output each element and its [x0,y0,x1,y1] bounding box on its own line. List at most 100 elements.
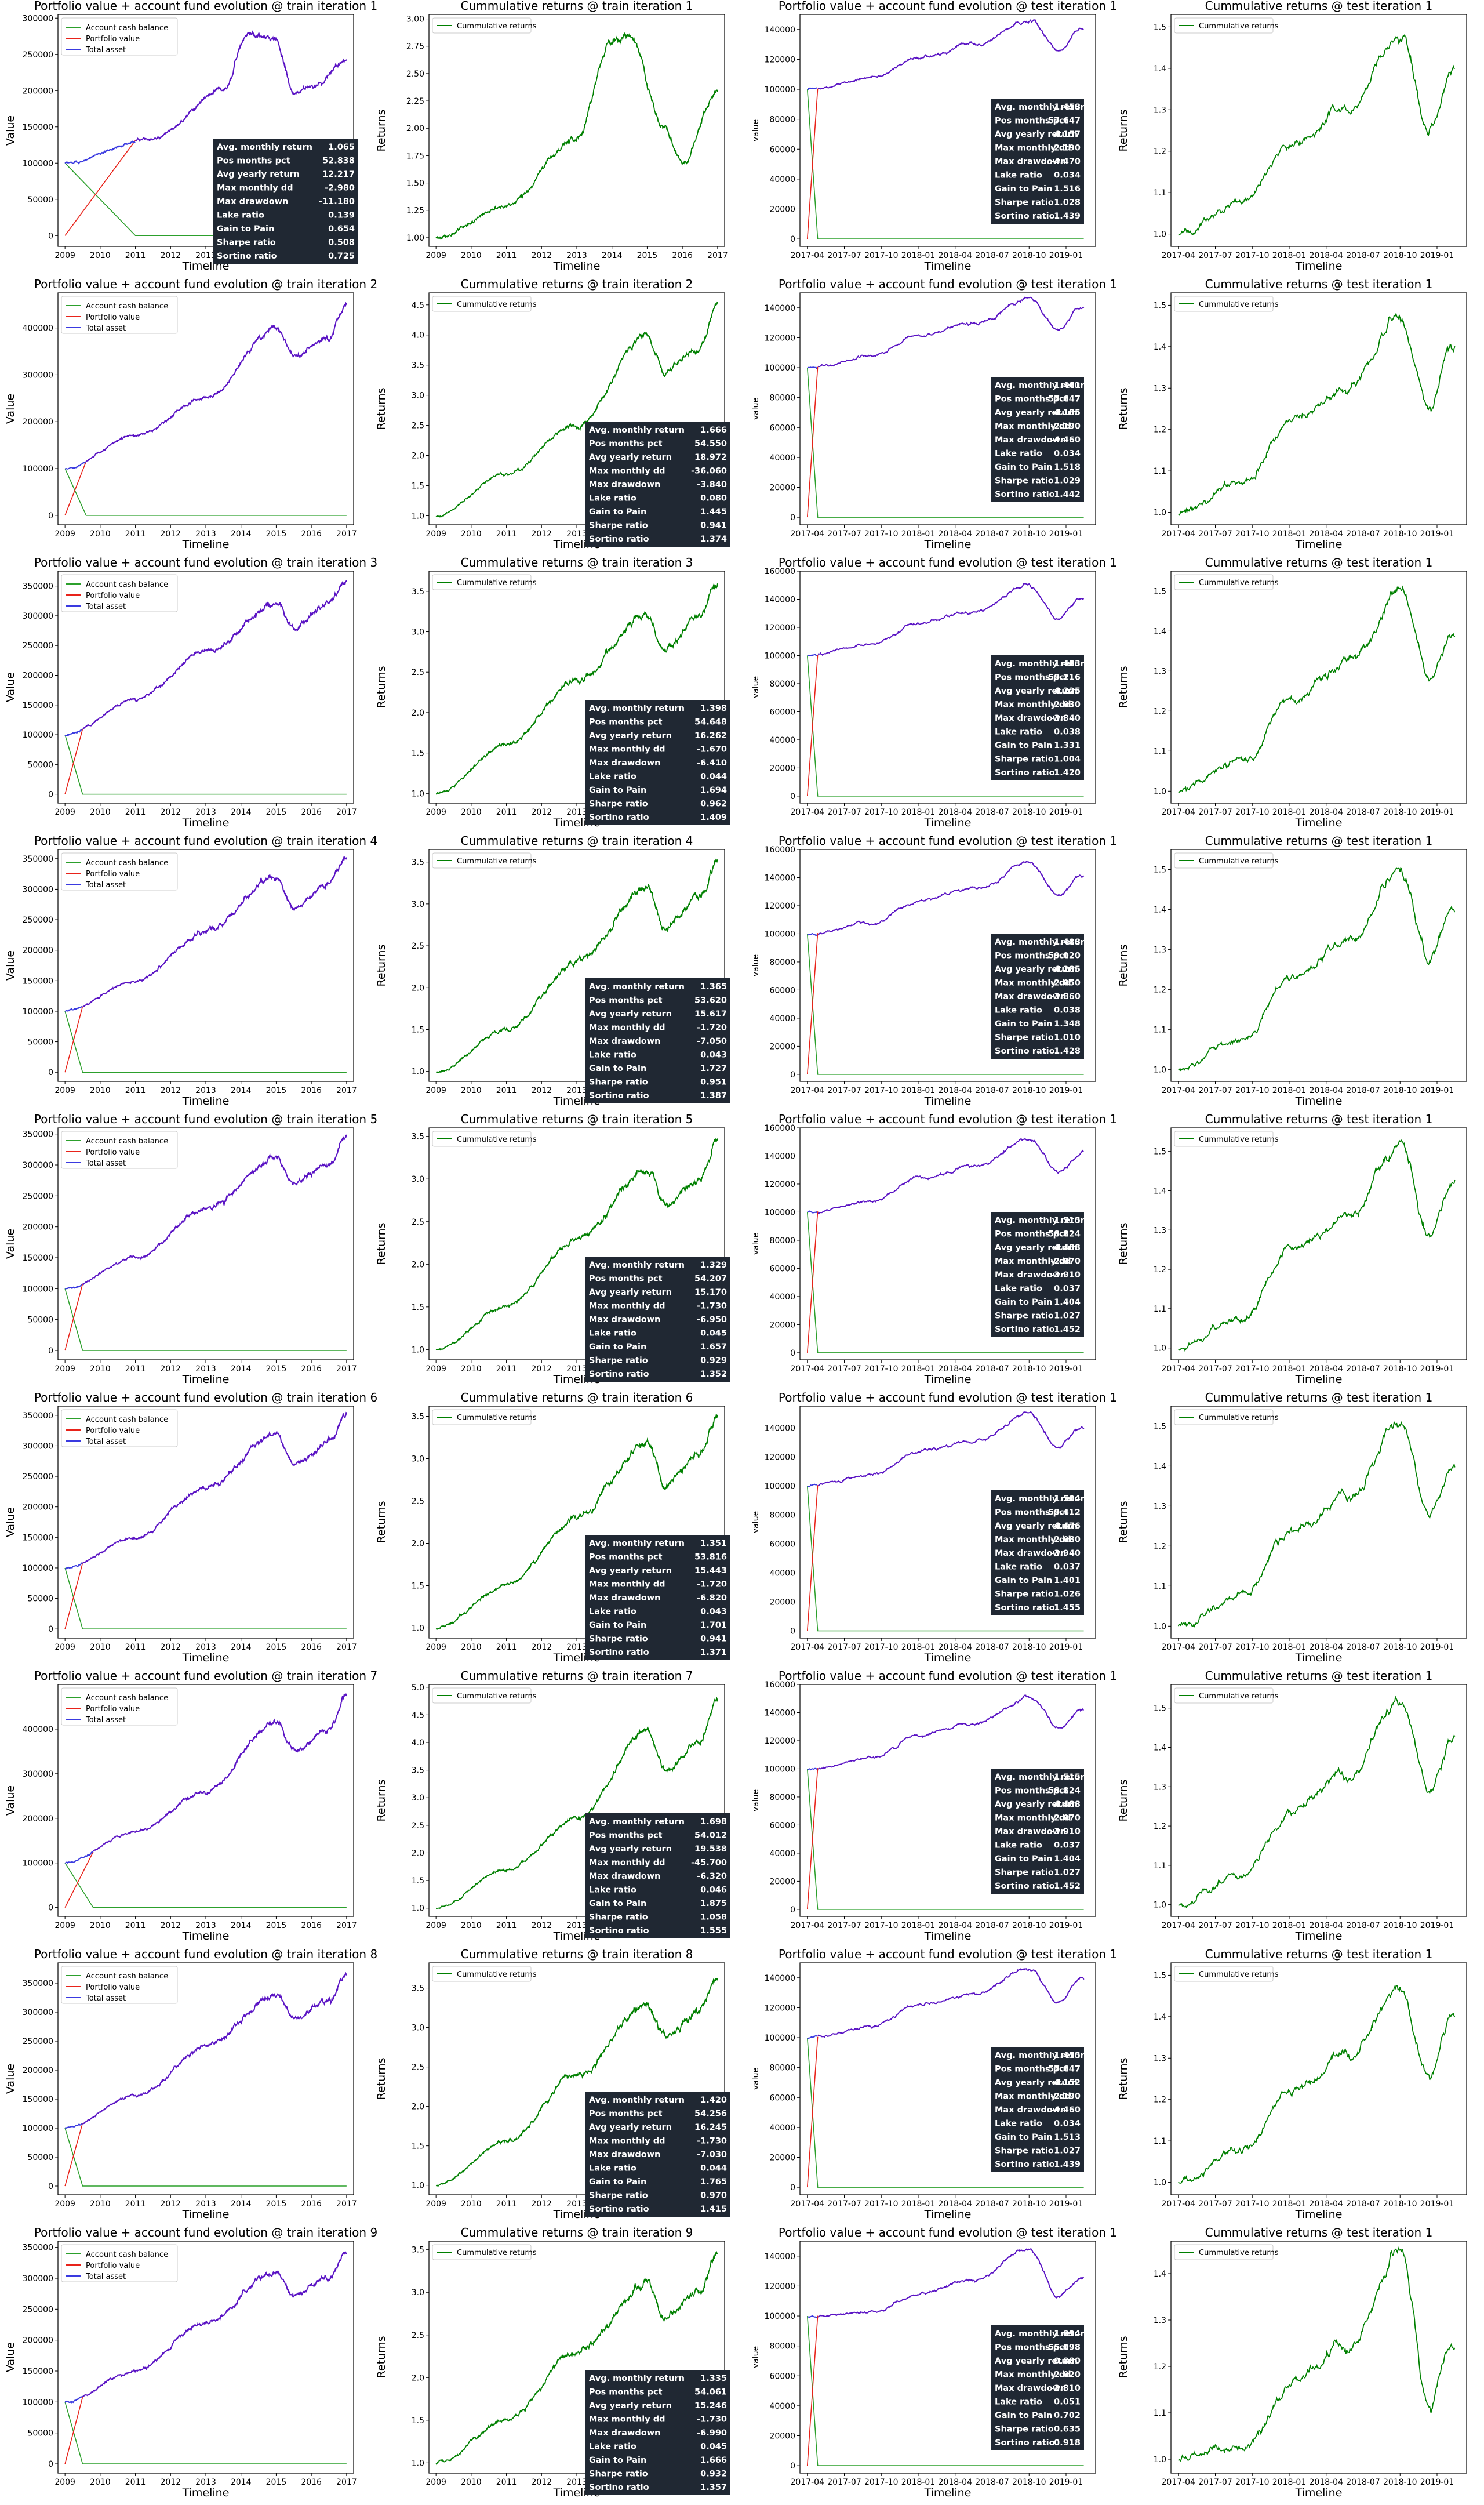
chart-title-iteration: 1 [1110,1669,1117,1683]
stat-name: Pos months pct [995,1230,1068,1239]
legend-label: Portfolio value [86,1148,140,1157]
y-tick-label: 2.0 [412,2103,424,2112]
stat-name: Max monthly dd [995,1257,1071,1266]
legend: Account cash balance Portfolio value Total… [61,1966,178,2004]
stat-value: 0.038 [1054,728,1081,737]
stat-name: Max drawdown [217,197,288,206]
stat-value: 1.439 [1054,212,1081,221]
chart-title-iteration: 1 [1110,277,1117,291]
stat-name: Max drawdown [589,1593,660,1603]
stat-value: 1.409 [700,813,727,822]
x-tick-label: 2017-04 [1162,1643,1196,1652]
y-tick-label: 2.75 [406,42,424,52]
y-tick-label: 1.5 [412,1581,424,1591]
chart-title-text: Portfolio value + account fund evolution… [779,834,1110,848]
x-tick-label: 2018-10 [1012,251,1046,260]
y-tick-label: 2.5 [412,422,424,431]
stat-name: Sharpe ratio [589,1635,648,1644]
y-tick-label: 1.25 [406,206,424,216]
stat-value: 1.026 [1054,1590,1081,1599]
x-tick-label: 2018-07 [1346,1643,1380,1652]
y-tick-label: 40000 [769,1293,795,1302]
x-tick-label: 2017 [336,2199,357,2209]
total-asset-line [807,932,818,936]
x-tick-label: 2018-01 [1272,1921,1307,1930]
x-tick-label: 2018-01 [1272,2199,1307,2209]
stat-name: Pos months pct [995,952,1068,961]
cumulative-returns-test-chart: Cummulative returns @ test iteration 1 1.… [1113,1112,1484,1392]
x-tick-label: 2017-10 [1235,2199,1270,2209]
cumulative-returns-train-chart: Cummulative returns @ train iteration 3 1… [371,556,742,835]
legend-box [61,1131,178,1169]
y-tick-label: 1.1 [1154,2137,1166,2146]
plot-area [1178,1139,1456,1352]
plot-frame [1170,849,1467,1082]
chart-title: Portfolio value + account fund evolution… [779,1947,1117,1961]
y-tick-label: 300000 [23,2008,53,2017]
x-tick-label: 2010 [90,1364,111,1374]
x-tick-label: 2017-07 [827,1643,861,1652]
cumulative-returns-train-chart: Cummulative returns @ train iteration 2 1… [371,277,742,557]
chart-title-iteration: 1 [1110,1947,1117,1961]
stat-value: -11.180 [319,197,355,206]
portfolio-value-ramp [806,1768,819,1909]
x-tick-label: 2015 [266,529,287,539]
portfolio-value-ramp [806,366,819,518]
y-tick-label: 0 [790,792,795,801]
y-tick-label: 100000 [23,1007,53,1016]
y-tick-label: 1.0 [412,2459,424,2468]
y-tick-label: 3.0 [412,1175,424,1184]
legend: Cummulative returns [432,1409,537,1425]
total-asset-line [64,140,136,165]
plot-area [436,858,718,1074]
cumulative-returns-line [1178,1695,1456,1908]
stats-box: Avg. monthly return 1.365 Pos months pct 53… [585,978,730,1103]
stat-value: 1.461 [1054,381,1081,390]
legend-label: Account cash balance [86,302,168,311]
y-tick-label: 2.5 [412,1497,424,1506]
y-tick-label: 3.0 [412,628,424,637]
portfolio-total-line [82,1134,347,1286]
x-tick-label: 2018-01 [1272,251,1307,260]
stat-name: Max drawdown [589,2150,660,2159]
x-tick-label: 2018-04 [939,251,973,260]
x-tick-label: 2018-04 [939,808,973,817]
y-tick-label: 80000 [769,1236,795,1246]
stat-value: 1.657 [700,1342,727,1352]
legend-label: Portfolio value [86,1983,140,1992]
legend-box [1174,17,1274,34]
y-tick-label: 1.1 [1154,2409,1166,2418]
stat-value: 0.044 [700,2164,727,2173]
x-axis-label: Timeline [924,2208,972,2221]
legend-box [432,1966,532,1982]
x-tick-label: 2017-10 [1235,1364,1270,1374]
x-tick-label: 2017-07 [827,251,861,260]
x-tick-label: 2018-10 [1383,529,1417,539]
x-axis-label: Timeline [182,2486,230,2499]
x-axis-label: Timeline [924,816,972,829]
x-axis-label: Timeline [1295,1651,1343,1664]
chart-title-iteration: 5 [686,1112,693,1126]
x-tick-label: 2018-04 [1310,1643,1344,1652]
y-tick-label: 1.3 [1154,1226,1166,1235]
chart-title-iteration: 7 [370,1669,377,1683]
chart-title-text: Portfolio value + account fund evolution… [34,834,370,848]
x-tick-label: 2017-07 [1198,1921,1232,1930]
chart-title-iteration: 1 [1425,277,1433,291]
stats-box-bg [585,422,730,547]
stat-value: 0.044 [700,772,727,782]
chart-title-text: Cummulative returns @ train iteration [461,1947,686,1961]
y-tick-label: 1.1 [1154,467,1166,476]
stat-name: Sharpe ratio [589,2470,648,2479]
x-tick-label: 2016 [301,1643,322,1652]
stat-name: Max monthly dd [589,1580,665,1589]
stats-box: Avg. monthly return 1.329 Pos months pct 54… [585,1257,730,1382]
y-tick-label: 1.1 [1154,1025,1166,1034]
y-tick-label: 20000 [769,205,795,214]
stat-value: 1.452 [1054,1325,1081,1334]
cumulative-returns-line [1178,34,1455,236]
x-axis-label: Timeline [182,2208,230,2221]
x-tick-label: 2017 [336,1364,357,1374]
x-tick-label: 2017-10 [1235,808,1270,817]
